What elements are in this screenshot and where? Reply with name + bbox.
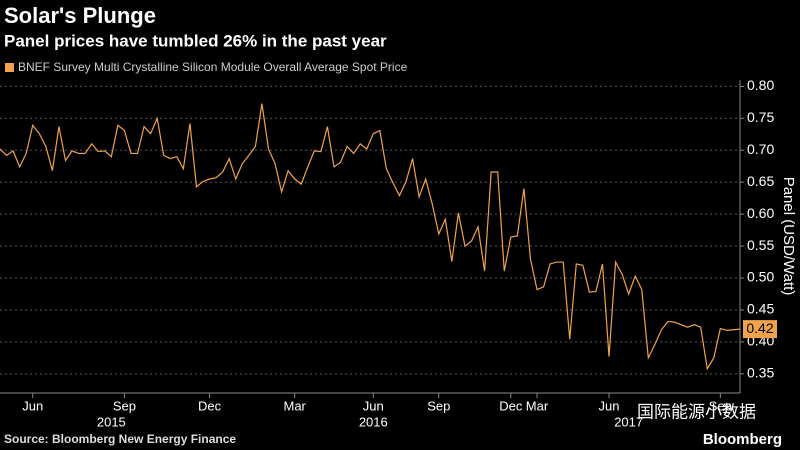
watermark: 国际能源小数据	[637, 402, 756, 421]
y-tick-label: 0.70	[747, 141, 774, 157]
x-tick-label: Sep	[113, 398, 136, 413]
y-tick-label: 0.55	[747, 237, 774, 253]
x-tick-label: Sep	[709, 398, 732, 413]
x-year-label: 2015	[97, 414, 126, 429]
x-tick-label: Jun	[599, 398, 620, 413]
chart-subtitle: Panel prices have tumbled 26% in the pas…	[4, 31, 387, 50]
y-tick-label: 0.75	[747, 109, 774, 125]
x-tick-label: Jun	[363, 398, 384, 413]
x-tick-label: Mar	[526, 398, 549, 413]
chart-title: Solar's Plunge	[4, 3, 156, 28]
legend-label: BNEF Survey Multi Crystalline Silicon Mo…	[18, 60, 408, 74]
x-tick-label: Jun	[22, 398, 43, 413]
last-value-box	[743, 320, 777, 339]
y-tick-label: 0.65	[747, 173, 774, 189]
legend-swatch	[5, 63, 14, 72]
source: Source: Bloomberg New Energy Finance	[4, 432, 236, 446]
x-tick-label: Mar	[283, 398, 306, 413]
x-tick-label: Dec	[499, 398, 523, 413]
last-value-label: 0.42	[746, 320, 773, 336]
brand: Bloomberg	[703, 431, 782, 448]
y-tick-label: 0.35	[747, 365, 774, 381]
line	[0, 103, 741, 371]
x-year-label: 2016	[359, 414, 388, 429]
x-year-label: 2017	[614, 414, 643, 429]
y-tick-label: 0.60	[747, 205, 774, 221]
y-tick-label: 0.80	[747, 77, 774, 93]
y-tick-label: 0.45	[747, 301, 774, 317]
y-axis-label: Panel (USD/Watt)	[780, 177, 797, 296]
x-tick-label: Dec	[198, 398, 222, 413]
x-tick-label: Sep	[427, 398, 450, 413]
y-tick-label: 0.50	[747, 269, 774, 285]
